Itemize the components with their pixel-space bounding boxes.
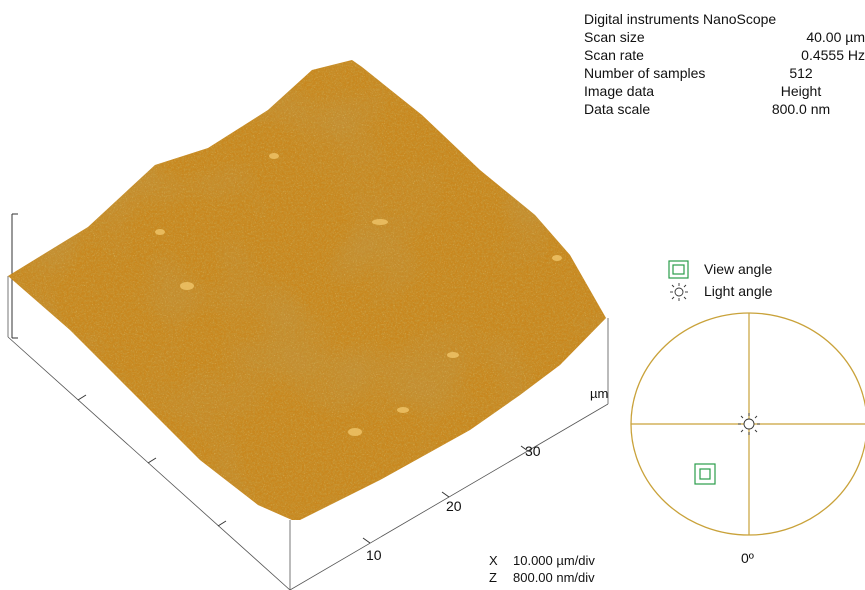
info-row-samples: Number of samples 512 — [584, 64, 865, 82]
info-label: Image data — [584, 83, 655, 99]
light-angle-marker-icon[interactable] — [738, 413, 760, 435]
info-label: Number of samples — [584, 65, 706, 81]
info-row-scan-rate: Scan rate 0.4555 Hz — [584, 46, 865, 64]
info-value: 512 — [789, 65, 813, 81]
info-row-data-scale: Data scale 800.0 nm — [584, 100, 865, 118]
info-label: Data scale — [584, 101, 651, 117]
tick-label-30: 30 — [525, 443, 541, 459]
view-angle-icon — [668, 260, 689, 279]
scan-info-panel: Digital instruments NanoScope Scan size … — [584, 10, 865, 118]
surface-highlight-features — [155, 153, 562, 436]
axis-scale-info: X 10.000 µm/div Z 800.00 nm/div — [489, 552, 595, 586]
info-label: Scan size — [584, 29, 645, 45]
instrument-title: Digital instruments NanoScope — [584, 11, 777, 27]
info-label: Scan rate — [584, 47, 644, 63]
light-angle-icon — [670, 283, 688, 301]
right-axis-ticks — [362, 445, 529, 544]
tick-label-20: 20 — [446, 498, 462, 514]
z-axis-letter: Z — [489, 570, 497, 585]
legend-view-angle: View angle — [668, 258, 773, 280]
legend-light-angle: Light angle — [668, 280, 773, 302]
view-angle-label: View angle — [704, 261, 773, 277]
left-axis-ticks — [77, 394, 227, 527]
info-row-scan-size: Scan size 40.00 µm — [584, 28, 865, 46]
info-value: Height — [780, 83, 822, 99]
orientation-legend: View angle Light angle — [668, 258, 773, 302]
tick-label-10: 10 — [366, 547, 382, 563]
z-scale-row: Z 800.00 nm/div — [489, 569, 595, 586]
info-value: 800.0 nm — [771, 101, 831, 117]
x-scale-value: 10.000 µm/div — [513, 553, 595, 568]
z-scale-value: 800.00 nm/div — [513, 570, 595, 585]
info-value: 0.4555 Hz — [801, 47, 865, 63]
view-angle-marker-icon[interactable] — [694, 463, 716, 485]
light-angle-label: Light angle — [704, 283, 773, 299]
angle-label: 0º — [741, 550, 754, 566]
info-row-image-data: Image data Height — [584, 82, 865, 100]
x-scale-row: X 10.000 µm/div — [489, 552, 595, 569]
axis-unit-label: µm — [590, 386, 608, 401]
x-axis-letter: X — [489, 553, 498, 568]
info-value: 40.00 µm — [806, 29, 865, 45]
orientation-widget: 0º — [630, 312, 865, 566]
